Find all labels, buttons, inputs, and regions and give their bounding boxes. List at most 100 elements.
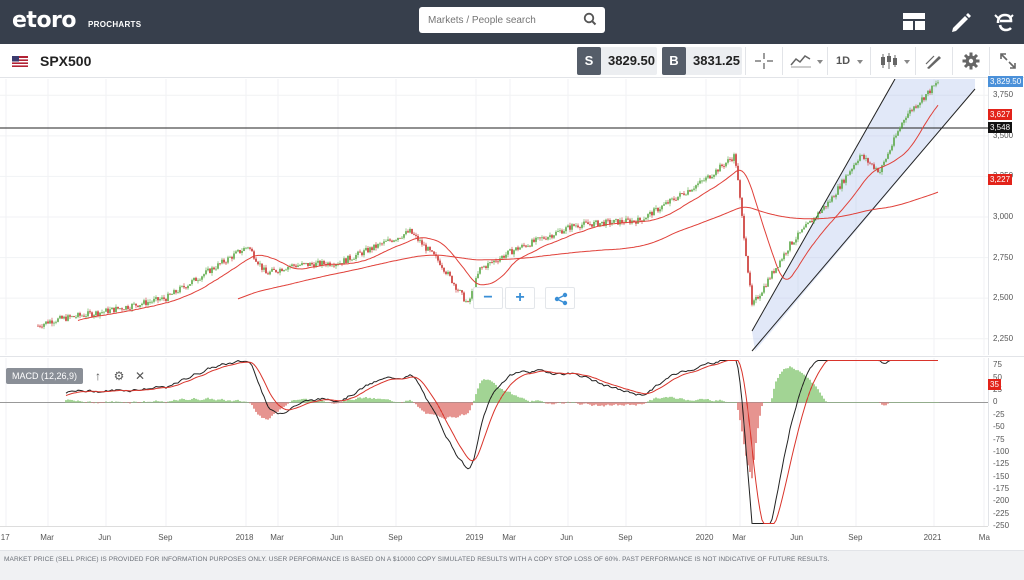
candle-body: [277, 272, 279, 273]
buy-price-box[interactable]: B 3831.25: [662, 47, 742, 75]
sell-price[interactable]: 3829.50: [608, 53, 655, 68]
macd-histogram-bar: [165, 402, 167, 404]
candle-body: [713, 174, 715, 177]
macd-histogram-bar: [365, 397, 367, 403]
search-box[interactable]: [419, 7, 605, 33]
candle-body: [851, 168, 853, 172]
candle-body: [315, 262, 317, 268]
candle-body: [571, 224, 573, 230]
candle-body: [403, 234, 405, 238]
candle-body: [431, 250, 433, 252]
symbol-name[interactable]: SPX500: [40, 53, 92, 69]
candle-body: [617, 219, 619, 225]
search-input[interactable]: [428, 8, 578, 32]
macd-histogram-bar: [545, 402, 547, 404]
search-icon[interactable]: [583, 12, 597, 26]
sell-tag[interactable]: S: [577, 47, 601, 75]
candle-body: [303, 263, 305, 264]
price-tick-label: 3,000: [993, 212, 1014, 221]
macd-histogram-bar: [429, 402, 431, 415]
logo[interactable]: etoro: [12, 8, 77, 33]
macd-histogram-bar: [451, 402, 453, 418]
fullscreen-button[interactable]: [989, 47, 1024, 75]
macd-histogram-bar: [259, 402, 261, 416]
candle-body: [463, 292, 465, 302]
macd-legend[interactable]: MACD (12,26,9): [6, 368, 84, 384]
us-flag-icon: [12, 56, 28, 67]
timeframe-button[interactable]: 1D: [827, 47, 869, 75]
candle-body: [511, 249, 513, 255]
macd-histogram-bar: [369, 397, 371, 403]
macd-histogram-bar: [435, 402, 437, 415]
candle-body: [595, 220, 597, 222]
macd-histogram-bar: [709, 400, 711, 403]
candle-body: [401, 237, 403, 239]
macd-histogram-bar: [457, 402, 459, 418]
candle-body: [635, 221, 637, 224]
macd-histogram-bar: [85, 402, 87, 403]
macd-axis[interactable]: 7550250-25-50-75-100-125-150-175-200-225…: [988, 358, 1024, 530]
crosshair-button[interactable]: [745, 47, 781, 75]
candle-body: [605, 219, 607, 226]
macd-histogram-bar: [423, 402, 425, 412]
candle-body: [889, 150, 891, 154]
candle-body: [95, 311, 97, 316]
macd-histogram-bar: [797, 370, 799, 403]
candle-body: [815, 217, 817, 219]
buy-tag[interactable]: B: [662, 47, 686, 75]
moving-average-short: [77, 104, 939, 321]
candle-body: [299, 265, 301, 266]
arrow-up-icon[interactable]: ↑: [95, 369, 101, 383]
buy-price[interactable]: 3831.25: [693, 53, 740, 68]
candle-body: [643, 219, 645, 222]
share-button[interactable]: [545, 287, 575, 309]
chart-type-button[interactable]: [782, 47, 826, 75]
macd-histogram-bar: [773, 388, 775, 403]
candle-body: [385, 240, 387, 242]
time-tick-label: 2019: [465, 533, 484, 542]
candle-body: [149, 301, 151, 303]
settings-button[interactable]: [952, 47, 988, 75]
price-chart[interactable]: [0, 79, 988, 355]
candle-body: [739, 180, 741, 198]
candle-body: [783, 253, 785, 260]
macd-histogram-bar: [625, 402, 627, 405]
macd-histogram-bar: [539, 400, 541, 403]
candle-body: [887, 153, 889, 159]
gear-icon[interactable]: ⚙: [113, 369, 125, 383]
sell-price-box[interactable]: S 3829.50: [577, 47, 657, 75]
macd-histogram-bar: [683, 399, 685, 403]
close-icon[interactable]: ✕: [134, 369, 146, 383]
macd-histogram-bar: [855, 402, 857, 403]
macd-histogram-bar: [513, 395, 515, 403]
candle-body: [677, 196, 679, 201]
macd-histogram-bar: [555, 402, 557, 404]
time-axis[interactable]: 17 Mar Jun Sep 2018 Mar Jun Sep 2019 Mar Jun Sep 202…: [0, 526, 990, 546]
candle-body: [795, 239, 797, 243]
layout-icon[interactable]: [901, 9, 927, 35]
zoom-out-button[interactable]: −: [473, 287, 503, 309]
candle-body: [361, 252, 363, 256]
candle-body: [351, 259, 353, 261]
macd-histogram-bar: [91, 402, 93, 403]
pencil-icon[interactable]: [948, 9, 974, 35]
candle-body: [557, 231, 559, 232]
macd-chart[interactable]: [0, 358, 988, 526]
macd-histogram-bar: [273, 402, 275, 414]
macd-histogram-bar: [885, 402, 887, 406]
candle-body: [275, 269, 277, 273]
macd-histogram-bar: [95, 402, 97, 403]
candle-body: [399, 237, 401, 239]
drawing-tools-button[interactable]: [915, 47, 951, 75]
macd-histogram-bar: [181, 398, 183, 403]
candle-body: [803, 227, 805, 230]
macd-tick-label: -25: [993, 409, 1005, 419]
zoom-in-button[interactable]: +: [505, 287, 535, 309]
macd-histogram-bar: [803, 374, 805, 403]
etoro-e-icon[interactable]: [991, 9, 1017, 35]
macd-histogram-bar: [341, 402, 343, 403]
macd-histogram-bar: [629, 402, 631, 406]
candle-style-button[interactable]: [870, 47, 914, 75]
macd-histogram-bar: [425, 402, 427, 414]
